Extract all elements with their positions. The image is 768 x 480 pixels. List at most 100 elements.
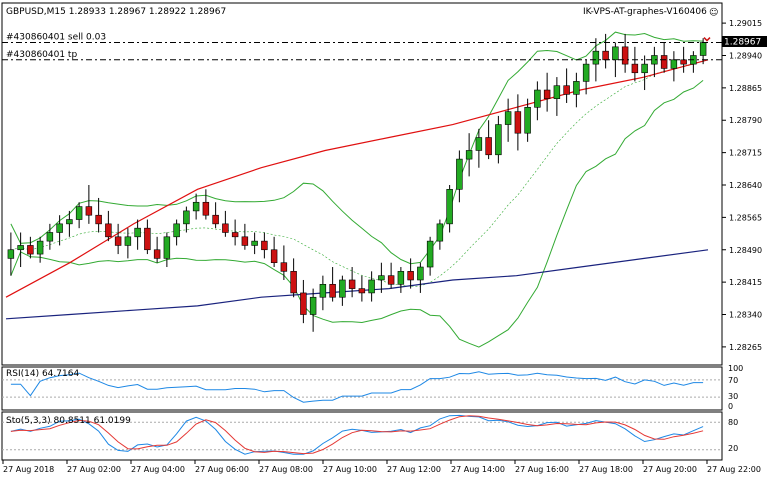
y-tick-label: 1.29015 [729, 19, 762, 28]
rsi-level-70: 70 [728, 376, 738, 385]
candle-body [368, 279, 375, 294]
candle-body [17, 245, 24, 251]
x-tick-label: 27 Aug 16:00 [515, 465, 569, 474]
candle-body [85, 206, 93, 216]
bollinger-bands [10, 31, 704, 348]
stoch-label: Sto(5,3,3) 80.8511 61.0199 [6, 416, 131, 426]
candle-body [358, 288, 366, 294]
candle-body [56, 223, 63, 233]
candle-body [251, 240, 258, 246]
candle-body [183, 210, 190, 225]
candle-body [456, 158, 463, 190]
candle-body [514, 111, 522, 134]
x-tick-label: 27 Aug 06:00 [195, 465, 249, 474]
rsi-level-0: 0 [728, 402, 733, 411]
candle-body [534, 89, 541, 108]
candle-body [446, 189, 453, 225]
candle-body [212, 214, 219, 225]
band-middle [10, 60, 704, 287]
symbol-info: GBPUSD,M15 1.28933 1.28967 1.28922 1.289… [6, 7, 226, 17]
rsi-panel[interactable] [1, 366, 723, 411]
x-tick-label: 27 Aug 14:00 [451, 465, 505, 474]
candle-body [134, 227, 141, 238]
candle-body [319, 283, 327, 298]
candle-body [339, 279, 346, 298]
candles[interactable] [7, 33, 707, 332]
y-tick-label: 1.28565 [729, 213, 762, 222]
candle-body [290, 271, 297, 294]
candle-body [495, 124, 502, 156]
candle-body [612, 46, 619, 61]
candle-body [7, 249, 15, 259]
rsi-level-100: 100 [728, 364, 743, 373]
candle-body [241, 236, 249, 246]
candle-body [66, 219, 73, 225]
rsi-label: RSI(14) 64.7164 [6, 369, 79, 379]
ea-label: IK-VPS-AT-graphes-V160406 [583, 7, 707, 17]
current-price-label: 1.28967 [724, 38, 761, 48]
candle-body [602, 50, 609, 61]
candle-body [407, 271, 414, 281]
candle-body [417, 266, 424, 281]
candle-body [75, 206, 83, 220]
y-tick-label: 1.28340 [729, 311, 762, 320]
candle-body [27, 245, 34, 255]
candle-body [670, 59, 678, 69]
candle-body [543, 89, 551, 99]
y-tick-label: 1.28640 [729, 181, 762, 190]
candle-body [465, 150, 473, 160]
order-lines[interactable]: #430860401 sell 0.03 #430860401 tp [2, 33, 722, 61]
current-price-box [722, 36, 767, 47]
candle-body [270, 249, 278, 264]
x-tick-label: 27 Aug 04:00 [131, 465, 185, 474]
candle-body [261, 240, 268, 251]
candle-body [582, 63, 590, 82]
stoch-signal-line [10, 415, 704, 455]
candle-body [524, 106, 531, 134]
candle-body [563, 85, 570, 95]
candle-body [222, 223, 229, 233]
candle-body [192, 201, 200, 212]
y-tick-label: 1.28865 [729, 84, 762, 93]
order-label: #430860401 tp [6, 50, 77, 60]
candle-body [124, 236, 132, 246]
candle-body [553, 85, 561, 99]
candle-body [475, 137, 483, 151]
candle-body [280, 262, 288, 272]
candle-body [592, 50, 600, 65]
candle-body [699, 42, 707, 56]
candle-body [436, 223, 444, 242]
y-tick-label: 1.28790 [729, 116, 762, 125]
candle-body [397, 271, 405, 285]
y-tick-label: 1.28490 [729, 246, 762, 255]
candle-body [46, 232, 54, 242]
ma-blue-line [5, 249, 709, 320]
smiley-icon: ☺ [709, 7, 718, 18]
candle-body [348, 279, 356, 289]
candle-body [309, 296, 317, 315]
moving-averages [5, 59, 709, 320]
stochastic-indicator [2, 414, 722, 455]
candle-body [387, 275, 395, 285]
candle-body [95, 214, 102, 225]
candle-body [105, 223, 112, 238]
rsi-line [10, 371, 704, 403]
candle-body [300, 292, 307, 315]
x-tick-label: 27 Aug 02:00 [67, 465, 121, 474]
order-arrow-icon [703, 37, 711, 42]
stoch-main-line [10, 414, 704, 455]
x-tick-label: 27 Aug 18:00 [579, 465, 633, 474]
candle-body [660, 55, 668, 69]
candle-body [202, 201, 210, 216]
candle-body [378, 275, 385, 281]
x-tick-label: 27 Aug 08:00 [259, 465, 313, 474]
candle-body [504, 111, 512, 125]
rsi-indicator [2, 371, 722, 403]
main-chart-panel[interactable] [1, 2, 723, 366]
stochastic-panel[interactable] [1, 411, 723, 461]
rsi-level-30: 30 [728, 392, 738, 401]
x-tick-label: 27 Aug 22:00 [707, 465, 761, 474]
candle-body [631, 63, 639, 74]
x-tick-label: 27 Aug 12:00 [387, 465, 441, 474]
